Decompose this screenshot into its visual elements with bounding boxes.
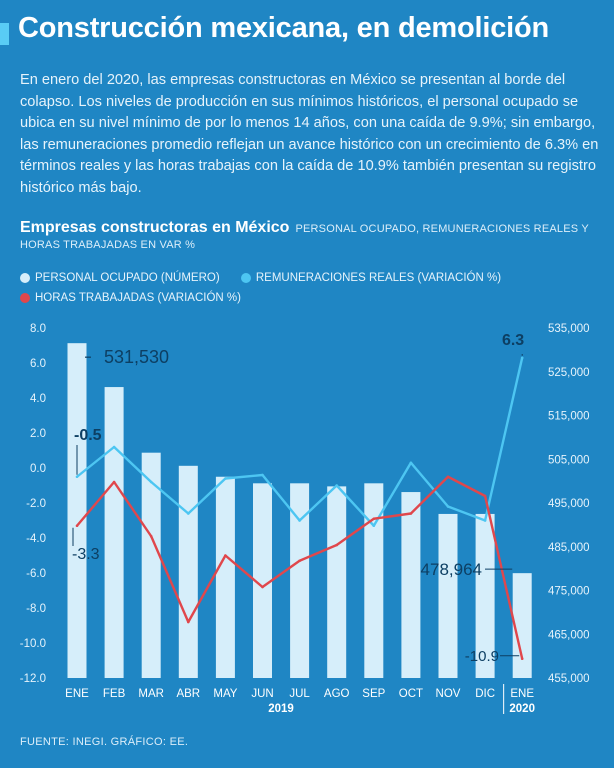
line-horas-point <box>187 620 190 624</box>
legend-row-2: HORAS TRABAJADAS (VARIACIÓN %) <box>20 292 259 306</box>
legend-row-1: PERSONAL OCUPADO (NÚMERO) REMUNERACIONES… <box>20 272 519 286</box>
headline: Construcción mexicana, en demolición <box>18 12 550 44</box>
line-horas-point <box>75 524 79 528</box>
line-horas-point <box>483 494 487 498</box>
line-remuneraciones-point <box>446 505 450 508</box>
annotation-label: 6.3 <box>502 332 524 349</box>
category-label: AGO <box>324 688 350 700</box>
category-label: MAR <box>138 688 164 700</box>
category-label: DIC <box>475 688 495 700</box>
line-horas-point <box>335 543 339 547</box>
left-tick-label: 0.0 <box>30 463 46 475</box>
headline-accent-bar <box>0 23 9 45</box>
legend-label-remuneraciones: REMUNERACIONES REALES (VARIACIÓN %) <box>255 272 502 284</box>
line-horas-point <box>149 534 153 538</box>
left-tick-label: -8.0 <box>26 603 46 615</box>
bar-personal-ocupado <box>141 452 161 678</box>
annotation-label: -10.9 <box>465 648 499 665</box>
bar-personal-ocupado <box>364 483 384 678</box>
right-tick-label: 505,000 <box>548 454 590 466</box>
chart-subtitle: PERSONAL OCUPADO, REMUNERACIONES REALES … <box>20 223 589 251</box>
left-tick-label: 2.0 <box>30 428 46 440</box>
intro-paragraph: En enero del 2020, las empresas construc… <box>20 72 599 196</box>
right-tick-label: 535,000 <box>548 323 590 335</box>
line-remuneraciones-point <box>261 473 264 477</box>
annotation-label: 478,964 <box>421 560 482 579</box>
legend-item-personal: PERSONAL OCUPADO (NÚMERO) <box>20 272 220 284</box>
legend-item-remuneraciones: REMUNERACIONES REALES (VARIACIÓN %) <box>240 272 502 284</box>
bar-personal-ocupado <box>215 476 235 678</box>
category-label: MAY <box>213 688 237 700</box>
bar-personal-ocupado <box>253 483 272 678</box>
left-tick-label: -6.0 <box>26 568 46 580</box>
category-label: OCT <box>399 688 423 700</box>
category-label: ENE <box>510 688 534 700</box>
annotation-label: -0.5 <box>74 427 102 444</box>
chart-title-block: Empresas constructoras en México PERSONAL… <box>20 220 604 253</box>
line-remuneraciones-point <box>149 480 153 484</box>
line-remuneraciones-point <box>372 524 376 528</box>
category-label: ENE <box>65 688 89 700</box>
left-tick-label: 8.0 <box>30 323 46 335</box>
line-remuneraciones-point <box>483 519 487 522</box>
bar-personal-ocupado <box>475 513 495 678</box>
right-tick-label: 515,000 <box>548 411 590 423</box>
category-label: JUN <box>251 688 273 700</box>
annotation-label: 531,530 <box>104 347 169 367</box>
category-label: FEB <box>103 688 126 700</box>
year-label-2019: 2019 <box>268 703 294 715</box>
bar-personal-ocupado <box>512 573 532 678</box>
bar-personal-ocupado <box>104 387 124 678</box>
left-tick-label: 6.0 <box>30 358 46 370</box>
left-tick-label: -2.0 <box>26 498 46 510</box>
line-horas-point <box>224 554 227 557</box>
line-horas-point <box>409 512 413 515</box>
chart-title: Empresas constructoras en México <box>20 219 290 236</box>
right-tick-label: 525,000 <box>548 367 590 379</box>
right-tick-label: 485,000 <box>548 542 590 554</box>
category-label: NOV <box>436 688 461 700</box>
legend-swatch-remuneraciones <box>240 273 251 283</box>
left-tick-label: -4.0 <box>26 533 46 545</box>
left-tick-label: -10.0 <box>20 638 46 650</box>
line-horas-point <box>446 475 450 479</box>
category-label: ABR <box>176 688 200 700</box>
right-tick-label: 475,000 <box>548 586 590 598</box>
bar-personal-ocupado <box>327 486 347 678</box>
line-remuneraciones-point <box>335 484 339 487</box>
right-tick-label: 495,000 <box>548 498 590 510</box>
line-remuneraciones-point <box>409 461 413 465</box>
line-remuneraciones-point <box>298 519 301 522</box>
category-label: SEP <box>362 688 385 700</box>
line-horas-point <box>112 480 116 484</box>
bar-personal-ocupado <box>401 492 421 678</box>
right-tick-label: 455,000 <box>548 673 590 685</box>
legend-swatch-personal <box>20 273 30 283</box>
line-horas-point <box>261 585 264 589</box>
right-tick-label: 465,000 <box>548 629 590 641</box>
line-horas-point <box>372 517 376 521</box>
bar-personal-ocupado <box>178 465 198 678</box>
line-horas-point <box>520 657 524 661</box>
bar-personal-ocupado <box>67 343 87 678</box>
bar-personal-ocupado <box>290 483 310 678</box>
bar-personal-ocupado <box>438 513 458 678</box>
line-remuneraciones-point <box>112 445 116 449</box>
line-remuneraciones-point <box>520 356 524 360</box>
year-label-2020: 2020 <box>509 703 535 715</box>
category-label: JUL <box>289 688 310 700</box>
legend-label-personal: PERSONAL OCUPADO (NÚMERO) <box>35 272 220 284</box>
source-note: FUENTE: INEGI. GRÁFICO: EE. <box>20 736 189 748</box>
legend-swatch-horas <box>20 293 30 303</box>
legend-label-horas: HORAS TRABAJADAS (VARIACIÓN %) <box>35 292 241 304</box>
annotation-label: -3.3 <box>72 546 100 563</box>
line-remuneraciones-point <box>224 477 227 480</box>
legend-item-horas: HORAS TRABAJADAS (VARIACIÓN %) <box>20 292 241 304</box>
left-tick-label: 4.0 <box>30 393 46 405</box>
line-remuneraciones-point <box>187 512 190 515</box>
line-horas-point <box>298 559 301 563</box>
line-remuneraciones-point <box>75 475 79 479</box>
left-tick-label: -12.0 <box>20 673 46 685</box>
